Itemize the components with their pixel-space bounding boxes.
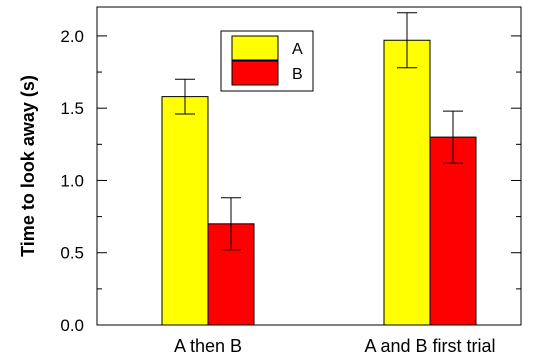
y-axis-title: Time to look away (s) <box>18 75 38 257</box>
y-axis-ticks: 0.0 0.5 1.0 1.5 2.0 <box>60 27 521 335</box>
y-tick-label: 2.0 <box>60 27 84 46</box>
y-tick-label: 0.5 <box>60 244 84 263</box>
y-tick-label: 1.5 <box>60 99 84 118</box>
plot-frame <box>96 6 522 326</box>
y-tick-label: 1.0 <box>60 171 84 190</box>
y-tick-label: 0.0 <box>60 316 84 335</box>
legend-swatch-a <box>231 35 279 61</box>
bars <box>161 12 477 326</box>
legend: AB <box>220 30 314 92</box>
legend-swatch-b <box>231 60 279 86</box>
bar-a <box>161 96 209 326</box>
legend-label: B <box>292 66 303 83</box>
bar-a <box>383 39 431 326</box>
x-axis-labels: A then B A and B first trial <box>174 336 496 356</box>
x-category-label: A then B <box>174 336 242 356</box>
x-category-label: A and B first trial <box>364 336 495 356</box>
legend-label: A <box>292 41 303 58</box>
bar-b <box>429 136 477 326</box>
